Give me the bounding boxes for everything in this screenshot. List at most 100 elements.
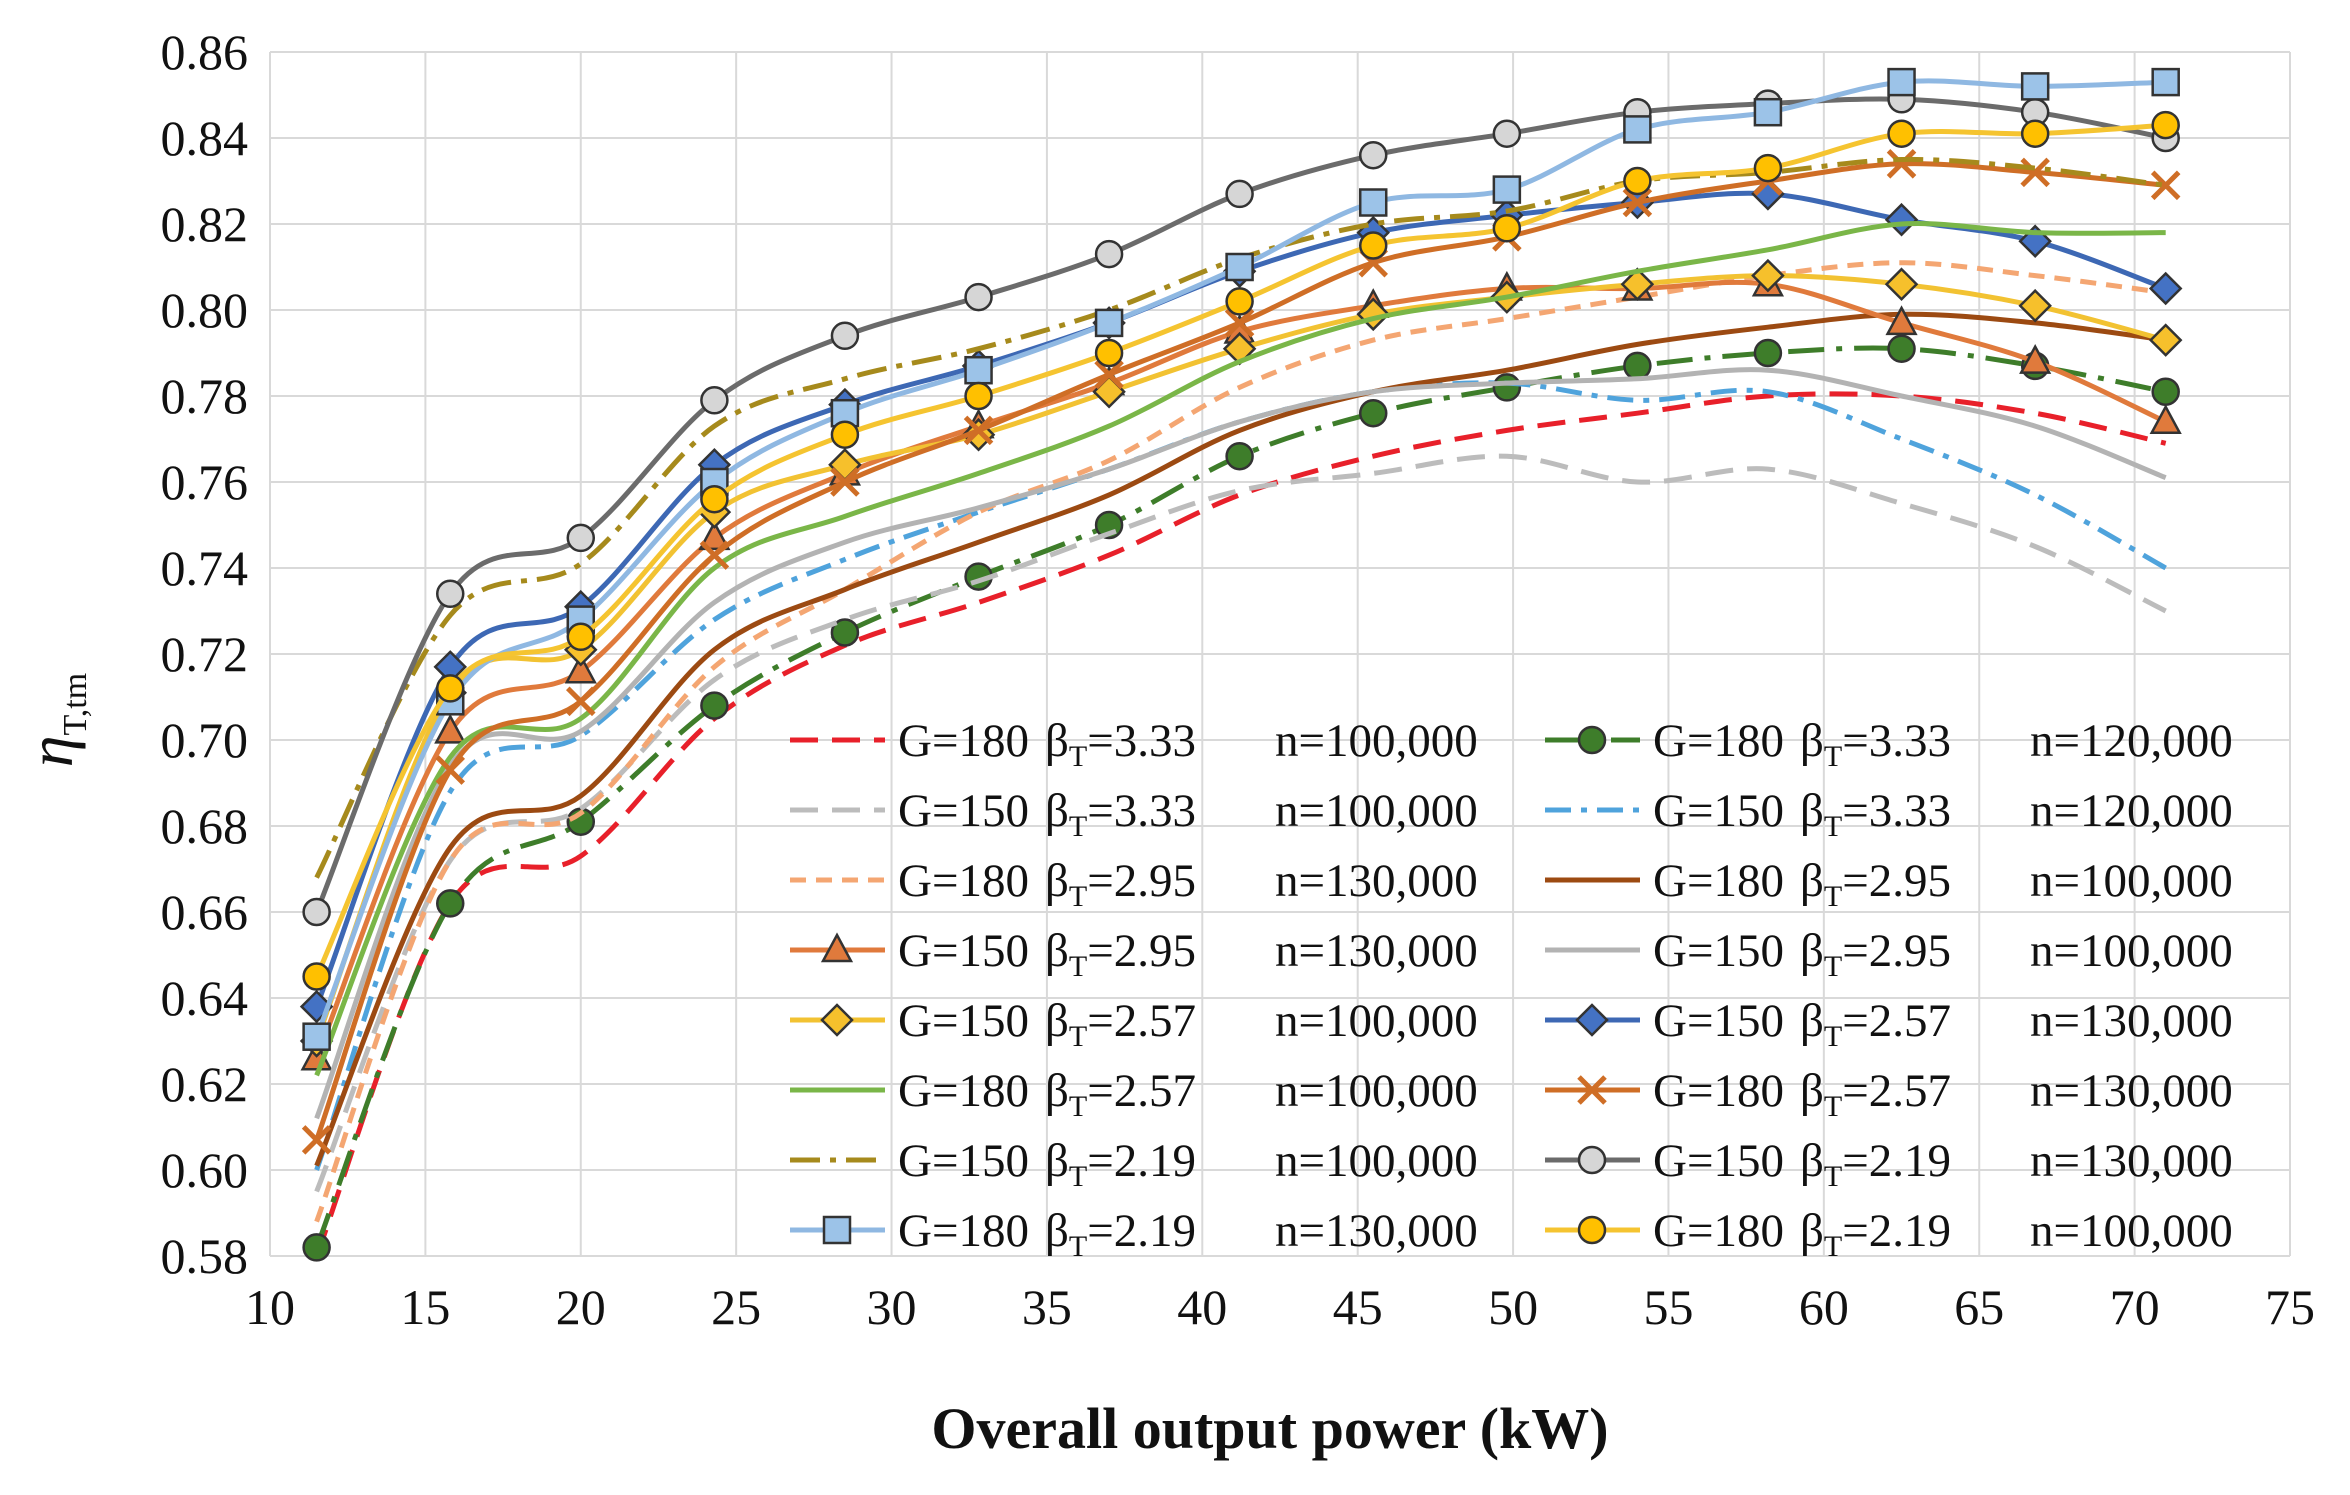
data-point bbox=[1094, 338, 1124, 368]
y-tick-label: 0.72 bbox=[161, 626, 249, 682]
legend-entry: G=180 βT=2.19 n=130,000 bbox=[790, 1205, 1478, 1263]
series-5 bbox=[314, 311, 2167, 1167]
data-point bbox=[1751, 258, 1785, 293]
data-point bbox=[699, 540, 730, 570]
data-point bbox=[1224, 308, 1255, 338]
data-point bbox=[1753, 97, 1783, 127]
legend-beta: β bbox=[1800, 785, 1824, 837]
legend-n: n=130,000 bbox=[2030, 1065, 2233, 1117]
y-tick-label: 0.84 bbox=[161, 110, 249, 166]
y-tick-label: 0.62 bbox=[161, 1056, 249, 1112]
legend-n: n=130,000 bbox=[1275, 925, 1478, 977]
legend-label: G=150 βT=2.95 n=100,000 bbox=[1653, 925, 2233, 983]
legend-beta-value: =2.19 bbox=[1087, 1135, 1196, 1187]
data-point bbox=[1225, 179, 1254, 209]
legend-label: G=180 βT=2.57 n=100,000 bbox=[898, 1065, 1478, 1123]
legend-g: G=180 bbox=[898, 1205, 1029, 1257]
data-point bbox=[1623, 351, 1652, 381]
legend-beta: β bbox=[1045, 855, 1069, 907]
x-tick-label: 60 bbox=[1799, 1279, 1849, 1335]
legend-marker bbox=[1577, 1145, 1607, 1175]
legend-beta: β bbox=[1800, 855, 1824, 907]
x-tick-label: 55 bbox=[1643, 1279, 1693, 1335]
x-axis-label: Overall output power (kW) bbox=[931, 1396, 1608, 1461]
data-point bbox=[700, 386, 729, 415]
legend-beta-value: =3.33 bbox=[1842, 785, 1951, 837]
data-point bbox=[566, 686, 596, 717]
data-point bbox=[2149, 404, 2182, 435]
legend-beta-value: =2.19 bbox=[1087, 1205, 1196, 1257]
data-point bbox=[830, 618, 860, 647]
legend-n: n=130,000 bbox=[2030, 995, 2233, 1047]
legend-beta-sub: T bbox=[1824, 810, 1842, 843]
legend-label: G=180 βT=2.57 n=130,000 bbox=[1653, 1065, 2233, 1123]
series-line bbox=[314, 380, 2167, 1171]
series-line bbox=[314, 161, 2166, 1141]
legend-beta-sub: T bbox=[1824, 880, 1842, 913]
data-point bbox=[964, 381, 993, 411]
y-tick-label: 0.82 bbox=[161, 196, 249, 252]
data-point bbox=[1753, 153, 1783, 183]
legend-beta-value: =3.33 bbox=[1087, 715, 1196, 767]
legend-g: G=150 bbox=[898, 785, 1029, 837]
legend-g: G=180 bbox=[898, 855, 1029, 907]
legend-n: n=100,000 bbox=[1275, 1135, 1478, 1187]
legend-beta: β bbox=[1800, 925, 1824, 977]
legend-g: G=180 bbox=[898, 1065, 1029, 1117]
legend-beta-value: =2.57 bbox=[1842, 995, 1951, 1047]
legend-n: n=120,000 bbox=[2030, 785, 2233, 837]
legend-marker bbox=[820, 1003, 854, 1037]
data-point bbox=[1094, 308, 1124, 338]
legend-n: n=100,000 bbox=[1275, 1065, 1478, 1117]
legend-entry: G=180 βT=2.95 n=130,000 bbox=[790, 855, 1478, 913]
legend-label: G=150 βT=2.19 n=130,000 bbox=[1653, 1135, 2233, 1193]
series-13 bbox=[302, 85, 2180, 927]
legend-marker bbox=[1577, 1075, 1607, 1105]
legend-n: n=120,000 bbox=[2030, 715, 2233, 767]
legend-n: n=130,000 bbox=[1275, 1205, 1478, 1257]
data-point bbox=[1886, 149, 1917, 179]
data-point bbox=[301, 1125, 332, 1155]
legend-marker bbox=[1575, 1003, 1609, 1037]
data-point bbox=[2148, 271, 2183, 306]
series-2 bbox=[314, 453, 2167, 1193]
y-tick-label: 0.70 bbox=[161, 712, 249, 768]
legend-label: G=150 βT=2.57 n=100,000 bbox=[898, 995, 1478, 1053]
data-point bbox=[1094, 239, 1124, 269]
data-point bbox=[698, 520, 731, 551]
legend-entry: G=150 βT=2.57 n=130,000 bbox=[1545, 995, 2233, 1053]
data-point bbox=[1884, 202, 1919, 237]
legend-beta: β bbox=[1045, 785, 1069, 837]
legend-entry: G=150 βT=2.95 n=100,000 bbox=[1545, 925, 2233, 983]
data-point bbox=[1887, 67, 1916, 97]
legend-beta-value: =2.19 bbox=[1842, 1205, 1951, 1257]
data-point bbox=[1623, 115, 1652, 144]
series-10 bbox=[314, 221, 2166, 1077]
series-line bbox=[314, 453, 2167, 1193]
y-axis-label-sub: T,tm bbox=[57, 673, 94, 736]
legend-label: G=150 βT=3.33 n=100,000 bbox=[898, 785, 1478, 843]
legend-beta-sub: T bbox=[1069, 810, 1087, 843]
x-tick-label: 30 bbox=[867, 1279, 917, 1335]
y-tick-label: 0.58 bbox=[161, 1228, 249, 1284]
data-point bbox=[302, 1233, 331, 1262]
y-axis-label-main: η bbox=[15, 735, 86, 767]
data-point bbox=[2151, 67, 2180, 97]
legend-beta-sub: T bbox=[1824, 1160, 1842, 1193]
legend-g: G=150 bbox=[1653, 1135, 1784, 1187]
x-tick-label: 75 bbox=[2265, 1279, 2315, 1335]
data-point bbox=[566, 622, 596, 652]
legend-g: G=180 bbox=[1653, 1205, 1784, 1257]
data-point bbox=[700, 484, 729, 514]
data-point bbox=[1492, 119, 1522, 148]
x-tick-label: 35 bbox=[1022, 1279, 1072, 1335]
y-tick-label: 0.80 bbox=[161, 282, 249, 338]
data-point bbox=[2020, 119, 2050, 148]
legend-beta: β bbox=[1045, 715, 1069, 767]
legend-label: G=150 βT=2.19 n=100,000 bbox=[898, 1135, 1478, 1193]
data-point bbox=[302, 1022, 331, 1051]
legend-g: G=150 bbox=[898, 1135, 1029, 1187]
series-line bbox=[314, 78, 2166, 1038]
data-point bbox=[435, 674, 465, 703]
